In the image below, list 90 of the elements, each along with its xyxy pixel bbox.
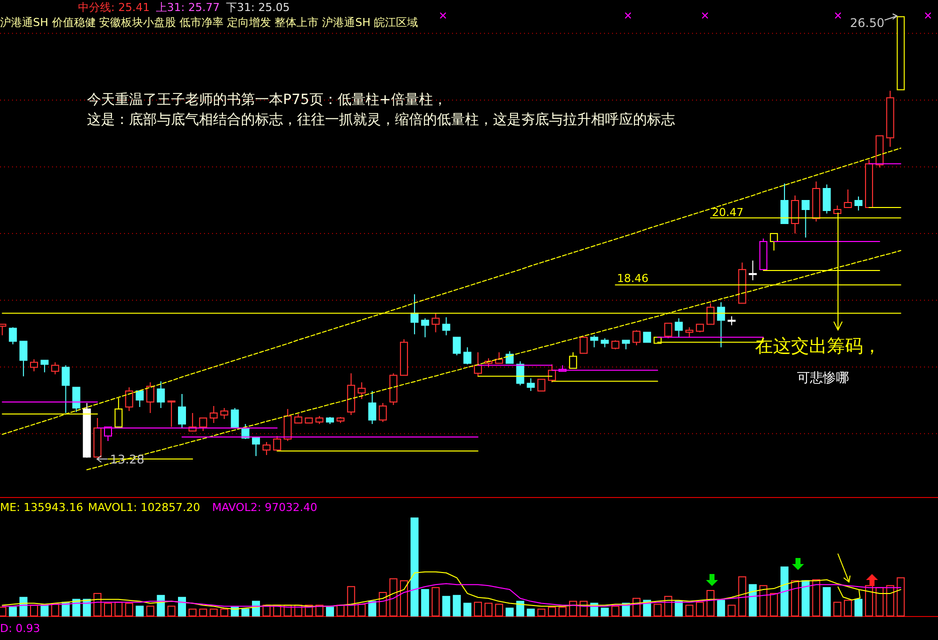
bar <box>104 602 112 616</box>
bar <box>664 596 672 616</box>
bar <box>685 604 694 616</box>
bar <box>347 586 356 616</box>
bar <box>506 608 514 616</box>
annotation: 可悲惨哪 <box>797 371 849 386</box>
bar <box>273 604 282 616</box>
bar <box>167 606 176 616</box>
bar <box>199 608 208 616</box>
bar <box>495 604 504 616</box>
text: 下31: 25.05 <box>226 1 290 14</box>
annotation: 20.47 <box>712 206 744 219</box>
text: D: 0.93 <box>0 622 40 635</box>
bar <box>125 602 134 616</box>
bar <box>759 585 768 616</box>
text: ME: 135943.16 <box>0 501 84 514</box>
bar <box>822 587 831 616</box>
bar <box>632 598 640 616</box>
bar <box>136 606 144 616</box>
bar <box>896 577 905 616</box>
bar <box>262 604 271 616</box>
bar <box>51 604 60 616</box>
bar <box>558 606 567 616</box>
annotation: 今天重温了王子老师的书第一本P75页：低量柱+倍量柱， <box>87 92 447 108</box>
bar <box>580 600 588 616</box>
annotation: 沪港通SH 价值稳健 安徽板块小盘股 低市净率 定向增发 整体上市 沪港通SH 皖江区域 <box>0 16 418 29</box>
bar <box>886 585 894 616</box>
bar <box>844 600 852 616</box>
bar <box>421 589 430 616</box>
bar <box>674 600 683 616</box>
bar <box>452 594 461 616</box>
bar <box>696 602 704 616</box>
bar <box>738 576 746 616</box>
bar <box>876 587 884 616</box>
bar <box>336 604 345 616</box>
bar <box>770 592 778 616</box>
bar <box>780 566 788 616</box>
bar <box>748 584 757 616</box>
bar <box>358 604 366 616</box>
text: 中分线: 25.41 <box>78 1 150 14</box>
bar <box>600 608 609 616</box>
bar <box>484 602 493 616</box>
bar <box>326 606 334 616</box>
bar <box>728 604 736 616</box>
bar <box>378 592 387 616</box>
bar <box>400 580 408 616</box>
text: 上31: 25.77 <box>156 1 220 14</box>
text: MAVOL2: 97032.40 <box>212 501 318 514</box>
bar <box>717 600 726 616</box>
annotation: 26.50 <box>850 16 884 30</box>
bar <box>156 594 165 616</box>
bar <box>40 604 49 616</box>
annotation: 18.46 <box>617 272 648 285</box>
bar <box>294 604 302 616</box>
bar <box>802 580 810 616</box>
bar <box>389 578 398 616</box>
bar <box>146 606 154 616</box>
bar <box>188 608 197 616</box>
bar <box>304 604 313 616</box>
bar <box>178 596 186 616</box>
text: MAVOL1: 102857.20 <box>88 501 200 514</box>
bar <box>791 580 800 616</box>
bar <box>220 608 228 616</box>
bar <box>114 602 123 616</box>
bar <box>654 604 662 616</box>
bar <box>463 602 472 616</box>
annotation: 这是：底部与底气相结合的标志，往往一抓就灵，缩倍的低量柱，这是夯底与拉升相呼应的标志 <box>87 112 675 128</box>
bar <box>706 590 714 616</box>
bar <box>611 606 620 616</box>
bar <box>474 602 482 616</box>
bar <box>315 604 324 616</box>
bar <box>516 600 524 616</box>
bar <box>410 518 419 616</box>
annotation: 在这交出筹码， <box>755 336 881 357</box>
bar <box>284 604 292 616</box>
bar <box>548 606 556 616</box>
bar <box>93 592 102 616</box>
bar <box>432 587 440 616</box>
bar <box>442 596 450 616</box>
bar <box>526 608 535 616</box>
bar <box>854 598 862 616</box>
bar <box>8 606 17 616</box>
bar <box>569 600 578 616</box>
bar <box>537 608 546 616</box>
bar <box>30 604 38 616</box>
bar <box>812 579 820 616</box>
bar <box>368 600 376 616</box>
bar <box>241 608 250 616</box>
bar <box>833 602 842 616</box>
bar <box>210 608 218 616</box>
